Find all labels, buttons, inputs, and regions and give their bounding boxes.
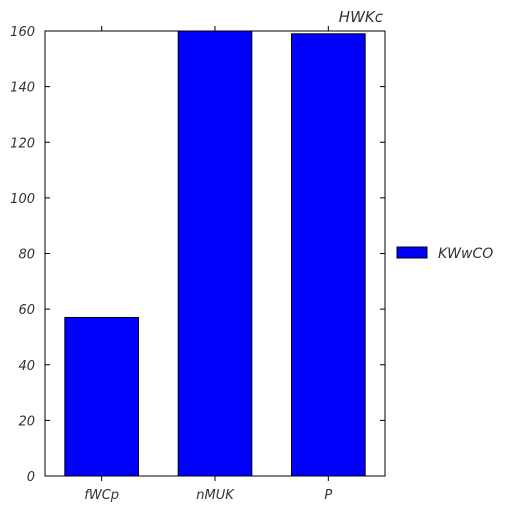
- bar-p: [291, 33, 366, 477]
- y-tick-label-80: 80: [18, 248, 35, 263]
- x-axis: fWCp nMUK P: [84, 26, 332, 503]
- bars-group: [64, 30, 366, 477]
- y-tick-label-40: 40: [18, 359, 35, 374]
- y-tick-label-120: 120: [10, 136, 35, 151]
- y-tick-label-100: 100: [10, 192, 35, 207]
- x-tick-label-fwcp: fWCp: [84, 488, 119, 503]
- bar-fwcp: [64, 316, 139, 477]
- x-tick-label-p: P: [324, 488, 332, 503]
- y-tick-label-0: 0: [27, 470, 35, 485]
- legend-swatch-kwwco: [396, 246, 428, 259]
- y-tick-label-160: 160: [10, 25, 35, 40]
- chart-title: HWKc: [339, 8, 384, 26]
- y-axis: 0 20 40 60 80 100 120 140 160: [10, 25, 385, 485]
- bar-nmuk: [177, 30, 253, 477]
- x-tick-label-nmuk: nMUK: [196, 488, 235, 503]
- y-tick-label-60: 60: [18, 303, 35, 318]
- y-tick-label-20: 20: [18, 414, 35, 429]
- legend-label-kwwco: KWwCO: [438, 246, 493, 262]
- y-tick-label-140: 140: [10, 81, 35, 96]
- legend: KWwCO: [396, 246, 493, 262]
